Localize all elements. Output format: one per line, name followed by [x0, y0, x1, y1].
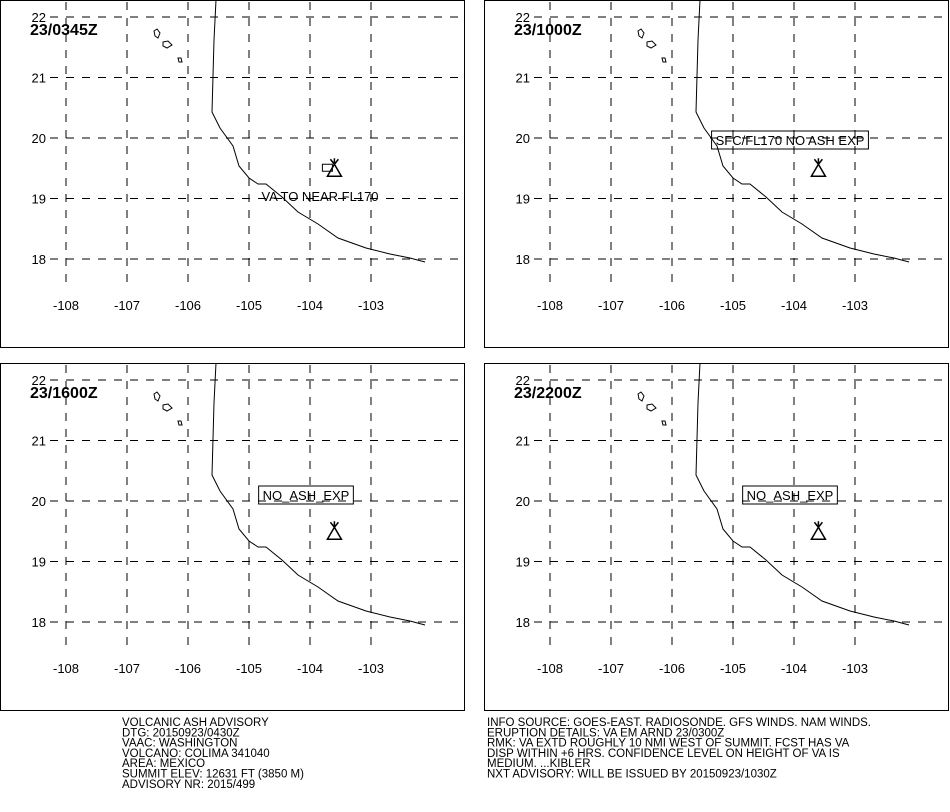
island: [162, 40, 173, 49]
lat-label: 18: [516, 615, 530, 630]
island: [637, 391, 645, 402]
panel-border: [484, 0, 949, 348]
lat-label: 19: [32, 555, 46, 570]
lon-label: -103: [842, 661, 868, 676]
valid-time: 23/0345Z: [30, 22, 98, 39]
advisory-line: AREA: MEXICO: [122, 758, 205, 770]
lat-label: 19: [516, 555, 530, 570]
lon-label: -108: [53, 661, 79, 676]
label-box: [258, 485, 354, 505]
island: [162, 403, 173, 412]
ash-area: [321, 163, 333, 172]
advisory-line: VOLCANO: COLIMA 341040: [122, 748, 270, 760]
island: [646, 40, 657, 49]
coastline: [211, 0, 426, 263]
lon-label: -103: [358, 661, 384, 676]
lat-label: 22: [516, 10, 530, 25]
lon-label: -107: [598, 298, 624, 313]
lon-label: -107: [598, 661, 624, 676]
lon-label: -104: [297, 661, 323, 676]
lon-label: -106: [175, 661, 201, 676]
island: [153, 28, 161, 39]
advisory-line: DISP WITHIN +6 HRS. CONFIDENCE LEVEL ON …: [487, 748, 840, 760]
volcano-symbol: [810, 158, 827, 177]
island: [646, 403, 657, 412]
lon-label: -107: [114, 298, 140, 313]
advisory-line: MEDIUM. ...KIBLER: [487, 758, 591, 770]
coastline: [695, 362, 910, 626]
lon-label: -105: [236, 661, 262, 676]
lat-label: 21: [516, 71, 530, 86]
ash-label: VA TO NEAR FL170: [261, 189, 378, 204]
advisory-line: RMK: VA EXTD ROUGHLY 10 NMI WEST OF SUMM…: [487, 738, 850, 750]
volcano-symbol: [326, 521, 343, 540]
advisory-line: ADVISORY NR: 2015/499: [122, 779, 255, 791]
lon-label: -106: [175, 298, 201, 313]
lat-label: 18: [516, 252, 530, 267]
valid-time: 23/2200Z: [514, 385, 582, 402]
lon-label: -105: [236, 298, 262, 313]
lon-label: -105: [720, 661, 746, 676]
ash-label: NO_ASH_EXP: [747, 488, 834, 503]
map-panel: -108 -107 -106 -105 -104 -103 22 21 20 19 18 23/100…: [484, 0, 949, 348]
map-panel: -108 -107 -106 -105 -104 -103 22 21 20 19 18 23/160…: [0, 362, 465, 711]
label-box: [711, 130, 869, 150]
lat-label: 19: [516, 192, 530, 207]
lon-label: -107: [114, 661, 140, 676]
lon-label: -104: [781, 661, 807, 676]
ash-label: NO_ASH_EXP: [263, 488, 350, 503]
lon-label: -105: [720, 298, 746, 313]
lon-label: -108: [53, 298, 79, 313]
lat-label: 20: [516, 494, 530, 509]
lon-label: -108: [537, 298, 563, 313]
map-panel: -108 -107 -106 -105 -104 -103 22 21 20 19 18 23/220…: [484, 362, 949, 711]
lat-label: 18: [32, 252, 46, 267]
lon-label: -106: [659, 661, 685, 676]
lat-label: 22: [32, 10, 46, 25]
island: [661, 57, 667, 63]
advisory-line: ERUPTION DETAILS: VA EM ARND 23/0300Z: [487, 727, 724, 739]
panel-border: [0, 363, 465, 711]
volcano-symbol: [326, 158, 343, 177]
ash-label: SFC/FL170 NO ASH EXP: [716, 133, 865, 148]
lat-label: 21: [32, 434, 46, 449]
lat-label: 21: [516, 434, 530, 449]
lon-label: -106: [659, 298, 685, 313]
island: [153, 391, 161, 402]
label-box: [742, 485, 838, 505]
advisory-line: DTG: 20150923/0430Z: [122, 727, 240, 739]
advisory-line: VOLCANIC ASH ADVISORY: [122, 717, 269, 729]
panel-border: [0, 0, 465, 348]
lon-label: -104: [781, 298, 807, 313]
island: [177, 420, 183, 426]
coastline: [695, 0, 910, 263]
lon-label: -103: [358, 298, 384, 313]
lat-label: 21: [32, 71, 46, 86]
island: [661, 420, 667, 426]
island: [637, 28, 645, 39]
lat-label: 22: [516, 373, 530, 388]
lon-label: -103: [842, 298, 868, 313]
lat-label: 20: [516, 131, 530, 146]
map-panel: -108 -107 -106 -105 -104 -103 22 21 20 19 18 23/034…: [0, 0, 465, 348]
lon-label: -108: [537, 661, 563, 676]
lat-label: 20: [32, 494, 46, 509]
advisory-line: VAAC: WASHINGTON: [122, 738, 237, 750]
panel-border: [484, 363, 949, 711]
lat-label: 20: [32, 131, 46, 146]
advisory-line: SUMMIT ELEV: 12631 FT (3850 M): [122, 769, 304, 781]
lat-label: 19: [32, 192, 46, 207]
lat-label: 18: [32, 615, 46, 630]
lat-label: 22: [32, 373, 46, 388]
advisory-line: NXT ADVISORY: WILL BE ISSUED BY 20150923…: [487, 769, 777, 781]
coastline: [211, 362, 426, 626]
advisory-line: INFO SOURCE: GOES-EAST. RADIOSONDE. GFS …: [487, 717, 871, 729]
valid-time: 23/1000Z: [514, 22, 582, 39]
island: [177, 57, 183, 63]
valid-time: 23/1600Z: [30, 385, 98, 402]
volcano-symbol: [810, 521, 827, 540]
lon-label: -104: [297, 298, 323, 313]
